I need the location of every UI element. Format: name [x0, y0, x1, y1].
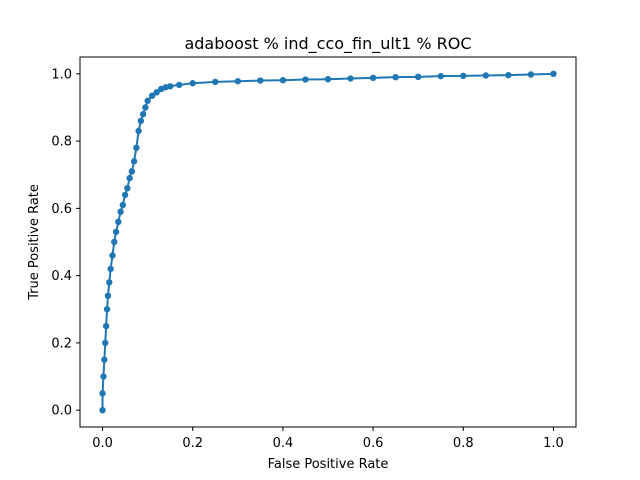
plot-frame: [79, 56, 577, 428]
roc-point: [137, 117, 145, 125]
roc-point: [106, 279, 113, 286]
x-tick-label: 0.4: [273, 436, 294, 451]
roc-point: [115, 218, 122, 226]
chart-title: adaboost % ind_cco_fin_ult1 % ROC: [184, 34, 471, 54]
roc-point: [550, 70, 557, 78]
y-tick-label: 0.2: [51, 336, 72, 351]
roc-point: [302, 76, 309, 83]
roc-point: [176, 81, 183, 89]
x-axis-ticks: 0.0 0.2 0.4 0.6 0.8 1.0: [92, 427, 564, 451]
roc-point: [100, 373, 107, 380]
x-tick-label: 0.6: [363, 436, 384, 451]
roc-point: [126, 174, 133, 182]
roc-point: [142, 104, 149, 111]
y-axis-ticks: 0.0 0.2 0.4 0.6 0.8 1.0: [51, 67, 80, 419]
roc-point: [117, 208, 124, 215]
roc-point: [324, 76, 332, 83]
roc-point: [369, 74, 377, 82]
y-tick-label: 0.0: [51, 404, 72, 419]
roc-point: [109, 252, 116, 259]
roc-point: [482, 72, 490, 79]
roc-point: [139, 110, 147, 118]
roc-point: [128, 168, 136, 175]
roc-point: [279, 77, 287, 84]
x-axis-label: False Positive Rate: [268, 457, 389, 472]
roc-point: [414, 73, 422, 81]
roc-point: [148, 92, 156, 99]
roc-point: [460, 72, 467, 80]
roc-point: [212, 78, 219, 86]
roc-curve-line: [101, 72, 554, 411]
roc-point: [392, 73, 399, 81]
roc-point: [99, 390, 106, 397]
x-tick-label: 0.2: [182, 436, 203, 451]
roc-point: [104, 292, 112, 300]
x-tick-label: 1.0: [543, 436, 564, 451]
roc-curve: [99, 70, 557, 414]
y-tick-label: 0.6: [51, 202, 72, 217]
roc-point: [166, 83, 174, 90]
roc-point: [119, 201, 127, 209]
roc-point: [102, 339, 109, 347]
roc-point: [135, 127, 142, 135]
x-tick-label: 0.8: [453, 436, 474, 451]
roc-point: [99, 406, 106, 414]
y-tick-label: 0.4: [51, 269, 72, 284]
y-tick-label: 1.0: [51, 67, 72, 82]
roc-point: [107, 265, 114, 273]
roc-point: [153, 89, 160, 96]
roc-point: [234, 78, 242, 85]
roc-point: [505, 71, 512, 79]
roc-point: [527, 71, 535, 78]
x-tick-label: 0.0: [92, 436, 113, 451]
roc-point: [121, 191, 129, 199]
roc-point: [112, 228, 120, 236]
roc-point: [124, 184, 131, 192]
y-tick-label: 0.8: [51, 135, 72, 150]
roc-point: [257, 77, 264, 84]
roc-point: [133, 144, 140, 152]
roc-point: [103, 306, 111, 313]
roc-point: [347, 75, 354, 82]
roc-point: [144, 97, 151, 104]
roc-point: [101, 356, 108, 363]
roc-point: [111, 238, 118, 246]
roc-point: [130, 158, 138, 165]
roc-point: [102, 322, 110, 330]
roc-point: [437, 72, 444, 80]
roc-point: [189, 80, 196, 87]
y-axis-label: True Positive Rate: [27, 184, 42, 301]
